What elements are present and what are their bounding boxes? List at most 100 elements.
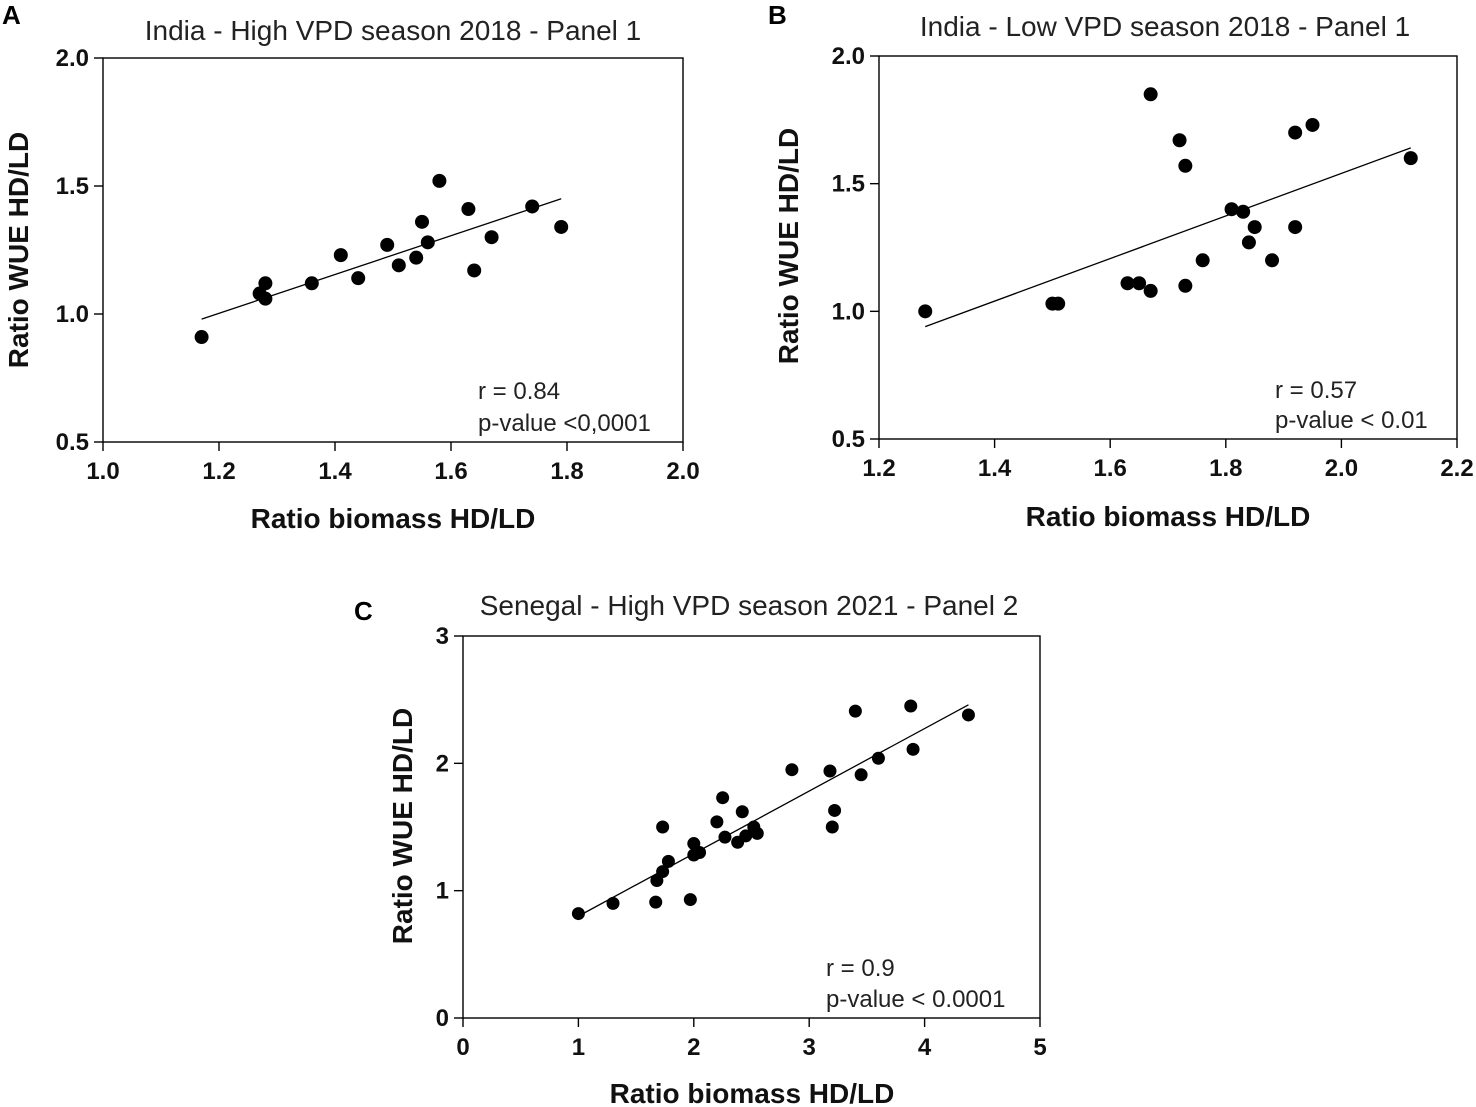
- panel-a-point-7: [380, 237, 395, 252]
- panel-letter-b: B: [768, 0, 787, 30]
- panel-a-point-9: [409, 250, 424, 265]
- panel-b-x-tick-label-3: 1.8: [1209, 455, 1242, 482]
- panel-a-y-tick-label-0: 0.5: [56, 429, 89, 456]
- panel-a-point-14: [467, 263, 482, 278]
- panel-a-fit-line: [201, 198, 562, 320]
- panel-c-point-20: [823, 764, 837, 778]
- panel-c-point-23: [848, 704, 862, 718]
- panel-a-x-axis-label: Ratio biomass HD/LD: [251, 503, 536, 534]
- panel-c-point-4: [656, 865, 670, 879]
- panel-c-x-tick-label-1: 1: [572, 1034, 585, 1061]
- panel-b-point-3: [1120, 276, 1135, 291]
- panel-b-stat-r: r = 0.57: [1275, 377, 1357, 404]
- panel-c-point-18: [750, 826, 764, 840]
- panel-c-marks: 0 1 2 3 4 5 0 1 2 3: [436, 623, 1047, 1061]
- panel-a: A India - High VPD season 2018 - Panel 1…: [2, 0, 700, 534]
- panel-c-point-16: [739, 829, 753, 843]
- panel-b-point-5: [1143, 283, 1158, 298]
- panel-b-point-6: [1143, 87, 1158, 102]
- panel-c-title: Senegal - High VPD season 2021 - Panel 2: [480, 590, 1019, 621]
- panel-b-point-8: [1178, 158, 1193, 173]
- panel-b-point-14: [1247, 220, 1262, 235]
- panel-c-x-tick-label-4: 4: [918, 1034, 932, 1061]
- panel-a-x-tick-label-0: 1.0: [86, 458, 119, 485]
- panel-b-title: India - Low VPD season 2018 - Panel 1: [920, 11, 1410, 42]
- panel-b-point-12: [1236, 204, 1251, 219]
- panel-a-point-11: [420, 235, 435, 250]
- panel-c: C Senegal - High VPD season 2021 - Panel…: [354, 590, 1047, 1107]
- panel-c-stat-r: r = 0.9: [826, 955, 895, 982]
- panel-c-point-7: [683, 893, 697, 907]
- panel-b-point-16: [1288, 220, 1303, 235]
- panel-b-point-17: [1288, 125, 1303, 140]
- panel-a-point-4: [304, 276, 319, 291]
- panel-c-point-6: [661, 854, 675, 868]
- panel-c-point-5: [656, 820, 670, 834]
- panel-a-point-2: [258, 291, 273, 306]
- panel-a-point-16: [525, 199, 540, 214]
- panel-a-x-tick-label-5: 2.0: [666, 458, 699, 485]
- panel-a-title: India - High VPD season 2018 - Panel 1: [145, 15, 642, 46]
- panel-a-marks: 1.0 1.2 1.4 1.6 1.8 2.00.51.01.52.0: [56, 45, 700, 485]
- panel-b-y-tick-label-2: 1.5: [832, 171, 865, 198]
- panel-b-point-15: [1265, 253, 1280, 268]
- panel-b-point-13: [1241, 235, 1256, 250]
- panel-c-point-15: [735, 805, 749, 819]
- panel-c-y-tick-label-3: 3: [436, 623, 449, 650]
- panel-c-point-22: [828, 803, 842, 817]
- panel-a-point-3: [258, 276, 273, 291]
- panel-a-x-tick-label-2: 1.4: [318, 458, 352, 485]
- panel-a-point-15: [484, 230, 499, 245]
- panel-c-point-11: [710, 815, 724, 829]
- panel-c-fit-line: [578, 704, 969, 917]
- panel-a-point-17: [554, 219, 569, 234]
- panel-c-point-19: [785, 763, 799, 777]
- panel-b-point-4: [1132, 276, 1147, 291]
- panel-a-point-6: [351, 271, 366, 286]
- panel-c-point-27: [906, 742, 920, 756]
- panel-b-y-axis-label: Ratio WUE HD/LD: [773, 128, 804, 364]
- panel-b-x-tick-label-0: 1.2: [862, 455, 895, 482]
- panel-b-marks: 1.2 1.4 1.6 1.8 2.0 2.2 0.5 1.0 1.5 2.0: [832, 43, 1474, 482]
- panel-a-plot-frame: [102, 57, 684, 443]
- panel-b-x-tick-label-2: 1.6: [1094, 455, 1127, 482]
- panel-c-point-21: [825, 820, 839, 834]
- panel-b-point-7: [1172, 133, 1187, 148]
- panel-a-point-0: [194, 330, 209, 345]
- panel-a-y-axis-label: Ratio WUE HD/LD: [3, 132, 34, 368]
- panel-a-point-8: [391, 258, 406, 273]
- panel-a-y-tick-label-2: 1.5: [56, 173, 89, 200]
- panel-c-point-24: [854, 768, 868, 782]
- panel-b-x-tick-label-5: 2.2: [1440, 455, 1473, 482]
- panel-c-y-tick-label-2: 2: [436, 750, 449, 777]
- panel-b-point-9: [1178, 278, 1193, 293]
- panel-b-y-tick-label-0: 0.5: [832, 426, 865, 453]
- panel-a-y-tick-label-3: 2.0: [56, 45, 89, 72]
- panel-b-fit-line: [925, 147, 1411, 328]
- panel-c-x-axis-label: Ratio biomass HD/LD: [610, 1078, 895, 1107]
- panel-b-point-0: [918, 304, 933, 319]
- panel-a-stat-r: r = 0.84: [478, 378, 560, 405]
- panel-b: B India - Low VPD season 2018 - Panel 1 …: [768, 0, 1474, 532]
- panel-b-x-axis-label: Ratio biomass HD/LD: [1026, 501, 1311, 532]
- panel-b-x-tick-label-1: 1.4: [978, 455, 1012, 482]
- panel-c-point-10: [693, 845, 707, 859]
- panel-b-point-10: [1195, 253, 1210, 268]
- panel-c-point-26: [904, 699, 918, 713]
- panel-c-stat-p: p-value < 0.0001: [826, 986, 1005, 1013]
- panel-a-point-10: [415, 214, 429, 229]
- panel-a-x-tick-label-4: 1.8: [550, 458, 583, 485]
- panel-c-y-tick-label-1: 1: [436, 878, 449, 905]
- panel-b-y-tick-label-1: 1.0: [832, 298, 865, 325]
- panel-c-point-1: [606, 896, 620, 910]
- panel-a-point-12: [432, 173, 447, 188]
- panel-c-point-13: [718, 830, 732, 844]
- panel-b-point-18: [1305, 117, 1320, 132]
- panel-b-stat-p: p-value < 0.01: [1275, 407, 1428, 434]
- panel-a-y-tick-label-1: 1.0: [56, 301, 89, 328]
- panel-c-x-tick-label-2: 2: [687, 1034, 700, 1061]
- panel-b-point-11: [1224, 202, 1239, 217]
- panel-c-point-12: [716, 791, 730, 805]
- panel-c-point-2: [649, 895, 663, 909]
